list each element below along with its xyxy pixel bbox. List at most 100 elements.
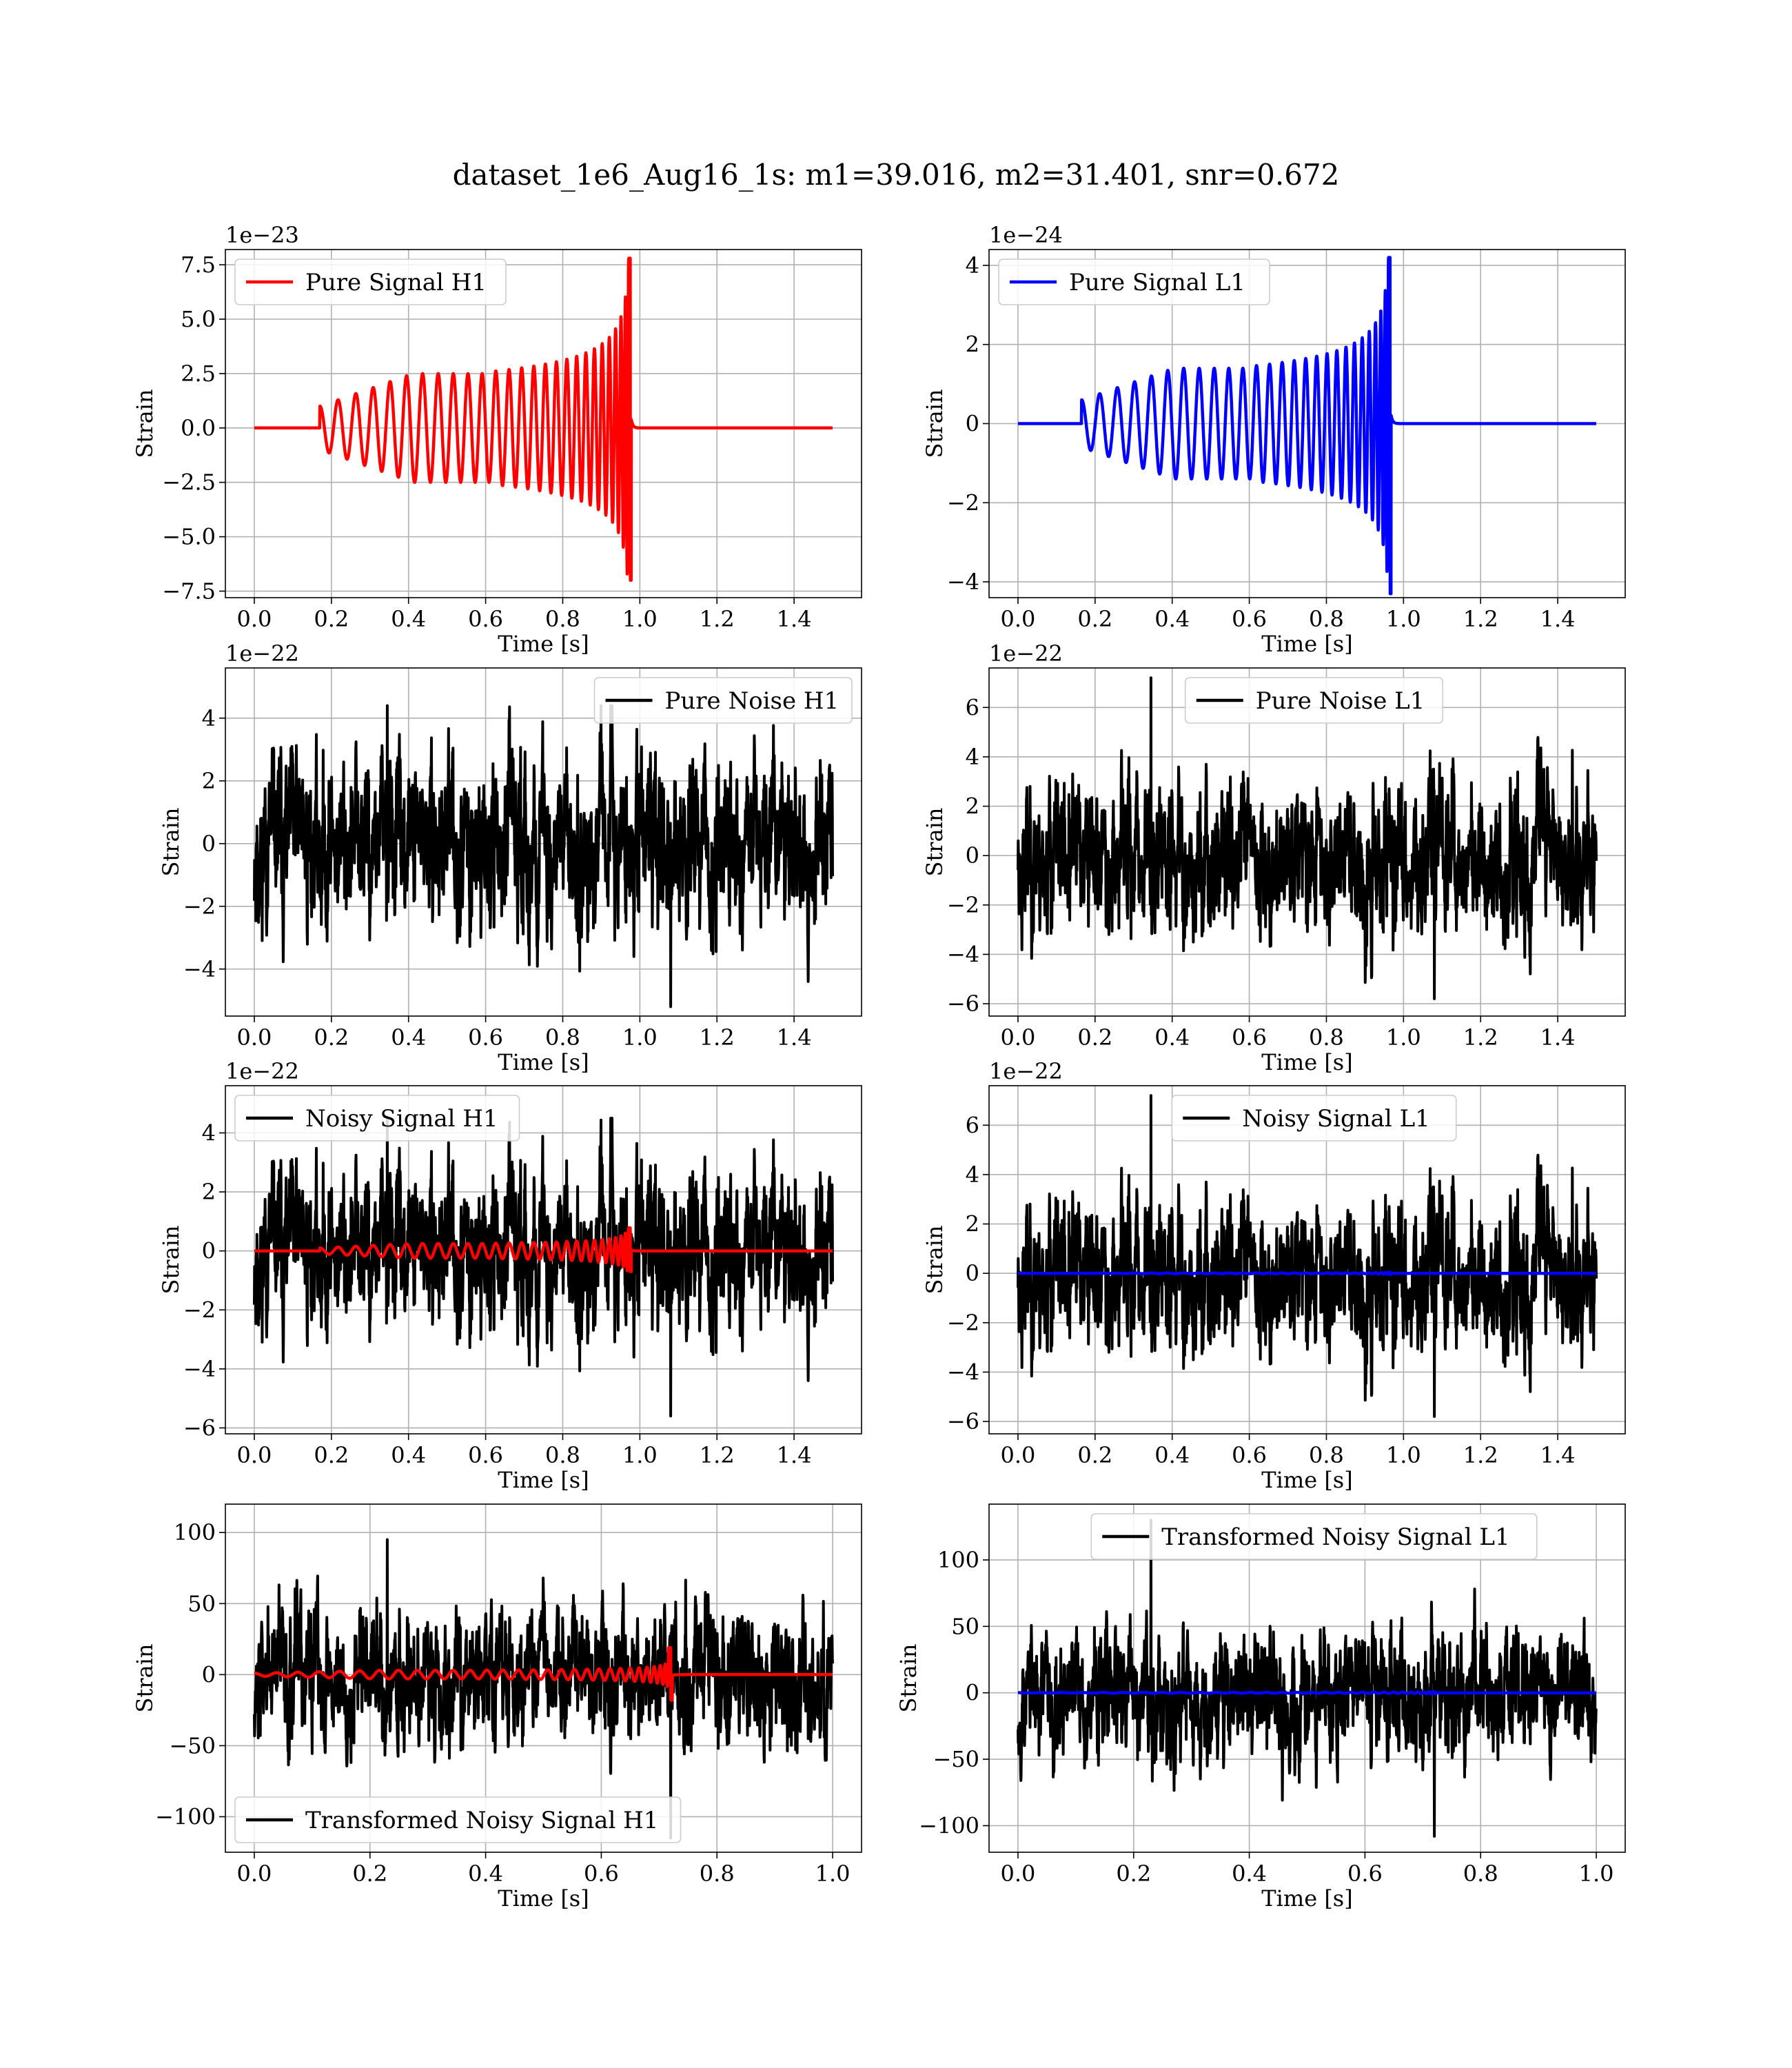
x-tick-label: 1.2 bbox=[1463, 606, 1498, 632]
y-tick-label: −7.5 bbox=[162, 578, 216, 605]
x-tick-label: 0.4 bbox=[468, 1861, 503, 1887]
y-axis-label: Strain bbox=[922, 808, 948, 877]
subplot-grid: 0.0 0.2 0.4 0.6 0.8 1.0 1.2 1.4 −7.5 −5.0 −2.5 0.0 2… bbox=[132, 222, 1626, 1912]
y-tick-label: −2 bbox=[947, 489, 979, 516]
x-tick-label: 0.0 bbox=[1001, 1861, 1036, 1887]
axes-frame bbox=[225, 1503, 862, 1853]
legend: Noisy Signal H1 bbox=[234, 1095, 520, 1142]
y-tick-label: 4 bbox=[966, 252, 979, 278]
x-tick-label: 1.0 bbox=[1386, 606, 1421, 632]
x-tick-label: 1.0 bbox=[622, 606, 658, 632]
axes-frame bbox=[988, 1503, 1626, 1853]
y-tick-label: 5.0 bbox=[181, 306, 216, 332]
x-tick-label: 0.8 bbox=[545, 1024, 580, 1051]
y-tick-label: −100 bbox=[919, 1812, 979, 1838]
x-tick-label: 0.4 bbox=[391, 1442, 426, 1468]
y-tick-label: 4 bbox=[202, 1119, 216, 1146]
subplot-pure-noise-h1: 0.0 0.2 0.4 0.6 0.8 1.0 1.2 1.4 −4 −2 0 2 4 Time [s] S… bbox=[158, 640, 862, 1075]
y-tick-label: −6 bbox=[947, 1408, 979, 1435]
axes-frame bbox=[988, 1085, 1626, 1435]
subplot-noisy-signal-h1: 0.0 0.2 0.4 0.6 0.8 1.0 1.2 1.4 −6 −4 −2 0 2 4 Time [s… bbox=[158, 1058, 862, 1493]
x-tick-label: 1.4 bbox=[777, 1024, 812, 1051]
y-axis-label: Strain bbox=[922, 1226, 948, 1295]
legend: Transformed Noisy Signal L1 bbox=[1090, 1513, 1538, 1560]
y-tick-label: 0 bbox=[966, 1680, 979, 1706]
x-axis-label: Time [s] bbox=[1261, 1049, 1352, 1075]
y-axis-label: Strain bbox=[895, 1644, 922, 1713]
x-tick-label: 0.4 bbox=[1232, 1861, 1267, 1887]
legend-frame bbox=[234, 1796, 682, 1843]
y-offset-label: 1e−22 bbox=[989, 1058, 1063, 1084]
y-offset-label: 1e−22 bbox=[225, 1058, 299, 1084]
x-axis-label: Time [s] bbox=[1261, 1885, 1352, 1912]
y-tick-label: −50 bbox=[933, 1746, 979, 1772]
x-tick-label: 0.2 bbox=[314, 1442, 349, 1468]
series-line-transformed-pure-signal-l1 bbox=[1016, 1690, 1598, 1696]
y-tick-label: −6 bbox=[947, 991, 979, 1017]
x-tick-label: 0.4 bbox=[391, 606, 426, 632]
y-offset-label: 1e−22 bbox=[225, 640, 299, 667]
x-tick-label: 1.4 bbox=[777, 606, 812, 632]
y-offset-label: 1e−24 bbox=[989, 222, 1063, 248]
x-tick-label: 0.4 bbox=[1154, 1024, 1190, 1051]
y-axis-label: Strain bbox=[158, 1226, 184, 1295]
series-line-pure-noise-l1 bbox=[1017, 676, 1598, 1000]
y-tick-label: 4 bbox=[966, 744, 979, 770]
series-line-transformed-noisy-signal-l1 bbox=[1017, 1519, 1598, 1838]
subplot-transformed-noisy-signal-l1: 0.0 0.2 0.4 0.6 0.8 1.0 −100 −50 0 50 100 Time [s] S… bbox=[895, 1503, 1626, 1912]
x-tick-label: 1.0 bbox=[1386, 1442, 1421, 1468]
y-tick-label: −2.5 bbox=[162, 469, 216, 496]
y-tick-label: 50 bbox=[951, 1613, 979, 1639]
x-axis-label: Time [s] bbox=[498, 631, 589, 657]
x-tick-label: 0.2 bbox=[352, 1861, 387, 1887]
series-line-noisy-signal-l1 bbox=[1017, 1094, 1598, 1418]
legend-label: Noisy Signal L1 bbox=[1242, 1105, 1430, 1133]
x-tick-label: 0.2 bbox=[314, 1024, 349, 1051]
y-tick-label: −4 bbox=[183, 1356, 216, 1382]
x-tick-label: 0.4 bbox=[391, 1024, 426, 1051]
x-tick-label: 0.6 bbox=[1232, 606, 1267, 632]
legend: Noisy Signal L1 bbox=[1171, 1095, 1457, 1142]
y-tick-label: 0 bbox=[966, 1260, 979, 1286]
x-axis-label: Time [s] bbox=[1261, 631, 1352, 657]
x-tick-label: 0.8 bbox=[1463, 1861, 1498, 1887]
y-tick-label: −2 bbox=[947, 892, 979, 918]
y-tick-label: 4 bbox=[966, 1162, 979, 1188]
x-tick-label: 0.8 bbox=[545, 1442, 580, 1468]
x-tick-label: 1.2 bbox=[700, 606, 735, 632]
y-tick-label: −2 bbox=[183, 893, 216, 920]
series-line-pure-signal-h1 bbox=[252, 1226, 835, 1273]
x-tick-label: 1.2 bbox=[700, 1442, 735, 1468]
legend: Transformed Noisy Signal H1 bbox=[234, 1796, 682, 1843]
x-tick-label: 0.0 bbox=[237, 1861, 272, 1887]
x-tick-label: 0.0 bbox=[237, 1024, 272, 1051]
legend: Pure Noise H1 bbox=[593, 677, 853, 724]
legend-label: Pure Noise H1 bbox=[665, 687, 839, 715]
legend-label: Noisy Signal H1 bbox=[305, 1105, 498, 1133]
x-tick-label: 0.6 bbox=[584, 1861, 619, 1887]
x-tick-label: 1.4 bbox=[1540, 606, 1576, 632]
series-line-transformed-pure-signal-h1 bbox=[252, 1645, 835, 1702]
y-tick-label: −4 bbox=[947, 941, 979, 967]
series-line-pure-noise-h1 bbox=[253, 704, 834, 1008]
x-tick-label: 0.0 bbox=[1001, 606, 1036, 632]
x-tick-label: 0.2 bbox=[1077, 1442, 1112, 1468]
x-tick-label: 0.4 bbox=[1154, 606, 1190, 632]
y-offset-label: 1e−23 bbox=[225, 222, 299, 248]
y-tick-label: 0.0 bbox=[181, 415, 216, 441]
y-tick-label: 4 bbox=[202, 705, 216, 731]
x-tick-label: 1.4 bbox=[1540, 1024, 1576, 1051]
y-tick-label: 2.5 bbox=[181, 361, 216, 387]
x-tick-label: 1.0 bbox=[622, 1024, 658, 1051]
y-tick-label: −2 bbox=[947, 1310, 979, 1336]
y-tick-label: 0 bbox=[202, 1661, 216, 1687]
y-offset-label: 1e−22 bbox=[989, 640, 1063, 667]
x-tick-label: 1.0 bbox=[1579, 1861, 1614, 1887]
x-tick-label: 1.0 bbox=[815, 1861, 851, 1887]
subplot-pure-signal-h1: 0.0 0.2 0.4 0.6 0.8 1.0 1.2 1.4 −7.5 −5.0 −2.5 0.0 2… bbox=[132, 222, 862, 657]
y-tick-label: 100 bbox=[174, 1519, 216, 1545]
series-line-pure-signal-l1 bbox=[1016, 256, 1598, 596]
axes-frame bbox=[988, 667, 1626, 1017]
y-tick-label: 0 bbox=[966, 842, 979, 869]
legend-frame bbox=[998, 258, 1270, 305]
